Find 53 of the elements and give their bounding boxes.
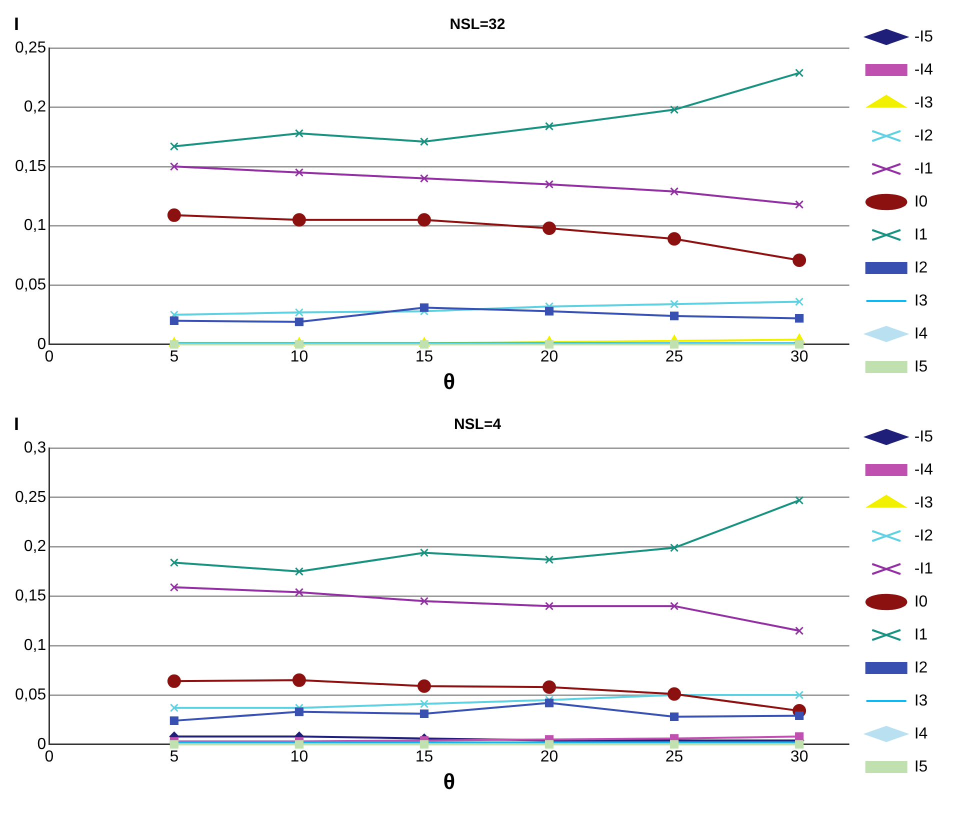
x-tick-label: 25 bbox=[665, 748, 684, 766]
legend-label: I5 bbox=[914, 358, 928, 376]
legend-label: -I5 bbox=[914, 28, 934, 46]
x-tick-label: 5 bbox=[170, 348, 179, 366]
x-tick-label: 30 bbox=[790, 348, 808, 366]
legend-label: -I3 bbox=[914, 94, 934, 112]
x-tick-label: 15 bbox=[415, 348, 434, 366]
y-tick-label: 0,05 bbox=[15, 276, 46, 294]
legend-label: -I2 bbox=[914, 527, 934, 544]
y-tick-label: 0,15 bbox=[15, 588, 46, 605]
legend-label: I4 bbox=[914, 325, 928, 342]
y-tick-label: 0,1 bbox=[24, 637, 46, 654]
y-axis-title: I bbox=[14, 414, 20, 434]
legend-label: -I2 bbox=[914, 127, 934, 144]
y-tick-label: 0,3 bbox=[24, 439, 46, 456]
x-tick-label: 25 bbox=[665, 348, 684, 366]
legend-label: I2 bbox=[914, 659, 928, 676]
x-tick-label: 10 bbox=[290, 348, 308, 366]
legend-label: -I1 bbox=[914, 160, 934, 178]
legend-label: I1 bbox=[914, 626, 928, 644]
legend-label: I5 bbox=[914, 758, 928, 776]
y-tick-label: 0,15 bbox=[15, 158, 46, 175]
legend-label: I4 bbox=[914, 725, 928, 742]
y-tick-label: 0,1 bbox=[24, 217, 46, 234]
x-tick-label: 30 bbox=[790, 748, 808, 766]
y-axis-title: I bbox=[14, 14, 20, 34]
y-tick-label: 0,05 bbox=[15, 686, 46, 704]
y-tick-label: 0,25 bbox=[15, 39, 46, 56]
legend-label: I0 bbox=[914, 593, 928, 610]
legend-label: I3 bbox=[914, 292, 928, 310]
x-tick-label: 5 bbox=[170, 748, 179, 766]
chart-title: NSL=32 bbox=[450, 16, 506, 34]
legend-label: I0 bbox=[914, 193, 928, 210]
y-tick-label: 0,2 bbox=[24, 538, 46, 556]
x-tick-label: 20 bbox=[540, 348, 558, 366]
legend-label: -I4 bbox=[914, 61, 934, 78]
legend-label: I3 bbox=[914, 692, 928, 710]
y-tick-label: 0 bbox=[37, 336, 46, 353]
chart-title: NSL=4 bbox=[454, 416, 502, 434]
y-tick-label: 0,25 bbox=[15, 488, 46, 506]
legend-label: I2 bbox=[914, 259, 928, 276]
legend-label: -I5 bbox=[914, 428, 934, 446]
y-tick-label: 0 bbox=[37, 736, 46, 753]
x-axis-title: θ bbox=[443, 768, 456, 794]
x-tick-label: 10 bbox=[290, 748, 308, 766]
x-tick-label: 20 bbox=[540, 748, 558, 766]
x-axis-title: θ bbox=[443, 368, 456, 394]
legend-label: -I1 bbox=[914, 560, 934, 578]
legend-label: -I4 bbox=[914, 461, 934, 478]
legend-label: I1 bbox=[914, 226, 928, 244]
legend-label: -I3 bbox=[914, 494, 934, 512]
x-tick-label: 15 bbox=[415, 748, 434, 766]
y-tick-label: 0,2 bbox=[24, 98, 46, 116]
